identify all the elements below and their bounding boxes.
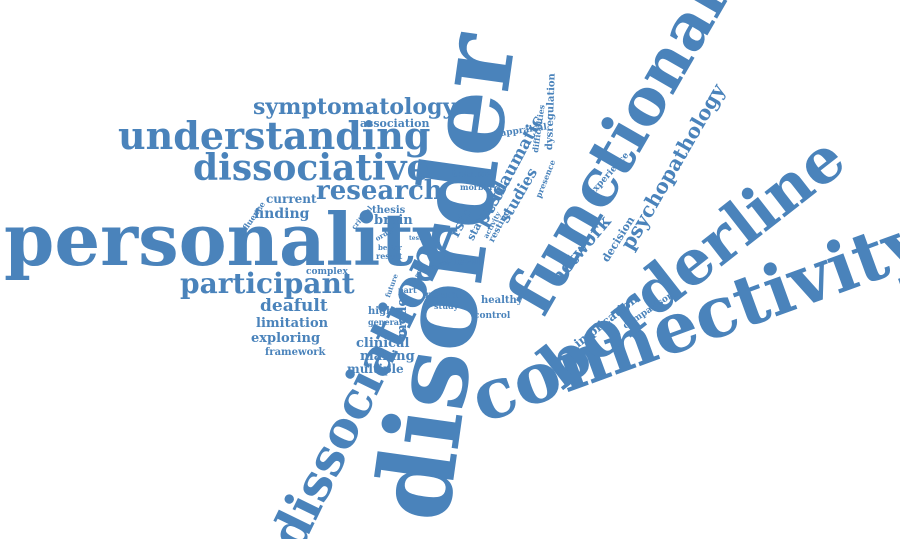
word-current: current <box>266 192 317 206</box>
word-study: study <box>434 301 459 311</box>
word-participant: participant <box>180 267 355 300</box>
word-deafult: deafult <box>260 296 328 316</box>
word-general: general <box>368 317 403 327</box>
word-dissociative: dissociative <box>193 147 430 189</box>
word-brain: brain <box>374 213 413 228</box>
word-making: making <box>360 349 415 364</box>
word-better: better <box>378 243 402 252</box>
word-dysregulation: dysregulation <box>544 73 558 151</box>
word-mode: mode <box>395 298 410 338</box>
word-higher: higher <box>368 306 405 317</box>
word-result: result <box>376 251 403 261</box>
word-level: level <box>454 257 481 268</box>
word-morbid: morbid <box>460 182 493 192</box>
word-understanding: understanding <box>118 113 431 158</box>
word-exploring: exploring <box>251 331 321 346</box>
word-personality: personality <box>4 197 456 282</box>
word-neural: neural <box>425 290 462 301</box>
word-research: research <box>316 176 443 206</box>
word-multiple: multiple <box>347 362 404 376</box>
word-control: control <box>474 311 511 321</box>
word-association: association <box>360 117 430 130</box>
word-clinical: clinical <box>356 336 410 351</box>
word-finding: finding <box>254 206 310 222</box>
word-trauma: trauma <box>452 169 493 180</box>
word-test: test <box>409 235 422 242</box>
word-framework: framework <box>265 347 326 358</box>
word-healthy: healthy <box>481 295 523 306</box>
word-limitation: limitation <box>256 316 329 331</box>
word-symptomatology: symptomatology <box>253 94 456 120</box>
word-thesis: thesis <box>372 205 406 216</box>
word-part: part <box>398 285 417 295</box>
word-complex: complex <box>306 267 348 277</box>
